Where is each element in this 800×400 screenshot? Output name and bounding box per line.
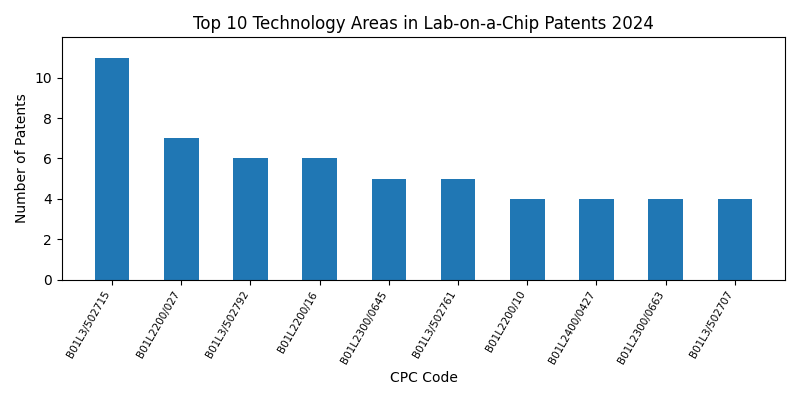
- Bar: [371, 179, 406, 280]
- Bar: [441, 179, 475, 280]
- Bar: [94, 58, 130, 280]
- Y-axis label: Number of Patents: Number of Patents: [15, 94, 29, 223]
- Bar: [302, 158, 337, 280]
- Title: Top 10 Technology Areas in Lab-on-a-Chip Patents 2024: Top 10 Technology Areas in Lab-on-a-Chip…: [193, 15, 654, 33]
- Bar: [510, 199, 545, 280]
- Bar: [164, 138, 198, 280]
- Bar: [233, 158, 268, 280]
- Bar: [648, 199, 683, 280]
- Bar: [579, 199, 614, 280]
- X-axis label: CPC Code: CPC Code: [390, 371, 458, 385]
- Bar: [718, 199, 752, 280]
